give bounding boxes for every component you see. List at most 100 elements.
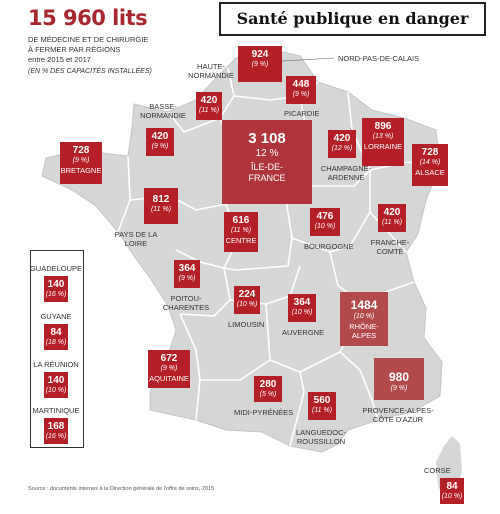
region-box-bourgogne: 476 (10 %) <box>310 208 340 236</box>
region-label-franche-comte: Franche-Comté <box>370 238 410 256</box>
region-label-nord-pas-de-calais: Nord-Pas-de-Calais <box>338 54 420 63</box>
region-name: Aquitaine <box>149 374 189 383</box>
region-value: 3 108 <box>248 130 286 147</box>
region-label-midi-pyrenees: Midi-Pyrénées <box>234 408 294 417</box>
region-label-basse-normandie: Basse-Normandie <box>140 102 186 120</box>
region-pct: (11 %) <box>198 107 220 114</box>
region-label-poitou-charentes: Poitou-Charentes <box>162 294 210 312</box>
region-value: 420 <box>151 131 169 142</box>
overseas-pct: (18 %) <box>45 339 67 346</box>
region-pct: (9 %) <box>72 157 90 164</box>
region-box-nord-pas-de-calais: 924 (9 %) <box>238 46 282 82</box>
region-box-franche-comte: 420 (11 %) <box>378 204 406 232</box>
region-value: 420 <box>383 207 401 218</box>
region-pct: (14 %) <box>419 159 441 166</box>
overseas-label-la-reunion: La Réunion <box>33 360 79 369</box>
overseas-value: 140 <box>47 375 65 386</box>
overseas-pct: (16 %) <box>45 291 67 298</box>
overseas-box-martinique: 168 (16 %) <box>44 418 68 444</box>
region-box-midi-pyrenees: 280 (5 %) <box>254 376 282 402</box>
overseas-value: 84 <box>50 327 62 338</box>
region-label-languedoc-roussillon: Languedoc-Roussillon <box>295 428 346 446</box>
region-pct: (11 %) <box>230 227 252 234</box>
region-pct: (10 %) <box>441 493 463 500</box>
region-value: 364 <box>293 297 311 308</box>
region-label-provence-alpes-cote-d-azur: Provence-Alpes-Côte d'Azur <box>362 406 434 424</box>
region-box-provence-alpes-cote-d-azur: 980 (9 %) <box>374 358 424 400</box>
region-name: Alsace <box>415 168 445 177</box>
region-value: 84 <box>446 481 458 492</box>
region-pct: (9 %) <box>390 385 408 392</box>
region-box-ile-de-france: 3 108 12 % Île-de-France <box>222 120 312 204</box>
region-pct: (10 %) <box>353 313 375 320</box>
region-box-corse: 84 (10 %) <box>440 478 464 504</box>
region-value: 224 <box>238 289 256 300</box>
region-box-lorraine: 896 (13 %) Lorraine <box>362 118 404 166</box>
headline-note: (en % des capacités installées) <box>28 68 152 75</box>
region-pct: (10 %) <box>291 309 313 316</box>
region-box-bretagne: 728 (9 %) Bretagne <box>60 142 102 184</box>
region-pct: (12 %) <box>331 145 353 152</box>
region-pct: (10 %) <box>314 223 336 230</box>
region-pct: (11 %) <box>150 206 172 213</box>
region-pct: (5 %) <box>259 391 277 398</box>
region-name: Lorraine <box>363 142 403 151</box>
region-value: 280 <box>259 379 277 390</box>
region-value: 448 <box>292 79 310 90</box>
region-value: 560 <box>313 395 331 406</box>
region-box-rhone-alpes: 1484 (10 %) Rhône-Alpes <box>340 292 388 346</box>
overseas-label-guyane: Guyane <box>40 312 72 321</box>
region-box-poitou-charentes: 364 (9 %) <box>174 260 200 288</box>
region-value: 420 <box>333 133 351 144</box>
overseas-label-martinique: Martinique <box>32 406 80 415</box>
region-box-centre: 616 (11 %) Centre <box>224 212 258 252</box>
region-box-aquitaine: 672 (9 %) Aquitaine <box>148 350 190 388</box>
region-box-pays-de-la-loire: 812 (11 %) <box>144 188 178 224</box>
region-value: 420 <box>200 95 218 106</box>
overseas-box-guadeloupe: 140 (16 %) <box>44 276 68 302</box>
overseas-label-guadeloupe: Guadeloupe <box>29 264 83 273</box>
overseas-pct: (10 %) <box>45 387 67 394</box>
region-label-champagne-ardenne: Champagne-Ardenne <box>320 164 372 182</box>
region-box-picardie: 448 (9 %) <box>286 76 316 104</box>
region-box-basse-normandie: 420 (9 %) <box>146 128 174 156</box>
region-box-alsace: 728 (14 %) Alsace <box>412 144 448 186</box>
overseas-pct: (16 %) <box>45 433 67 440</box>
headline-total: 15 960 lits <box>28 6 148 30</box>
region-pct: (9 %) <box>292 91 310 98</box>
region-value: 476 <box>316 211 334 222</box>
region-name: Bretagne <box>60 166 102 175</box>
headline-line-1: de médecine et de chirurgie <box>28 35 149 44</box>
region-label-pays-de-la-loire: Pays de la Loire <box>114 230 158 248</box>
region-value: 812 <box>152 194 170 205</box>
region-pct: (9 %) <box>178 275 196 282</box>
region-label-limousin: Limousin <box>228 320 265 329</box>
region-pct: (13 %) <box>372 133 394 140</box>
region-value: 1484 <box>350 298 378 312</box>
overseas-box-guyane: 84 (18 %) <box>44 324 68 350</box>
region-value: 728 <box>72 145 90 156</box>
region-box-auvergne: 364 (10 %) <box>288 294 316 322</box>
region-value: 896 <box>374 121 392 132</box>
source-note: Source : documents internes à la Directi… <box>28 486 215 492</box>
overseas-box-la-reunion: 140 (10 %) <box>44 372 68 398</box>
region-box-languedoc-roussillon: 560 (11 %) <box>308 392 336 420</box>
overseas-value: 168 <box>47 421 65 432</box>
region-name: Centre <box>225 236 257 245</box>
region-pct: (9 %) <box>151 143 169 150</box>
region-name: Île-de-France <box>248 162 286 183</box>
overseas-value: 140 <box>47 279 65 290</box>
region-pct: (11 %) <box>381 219 403 226</box>
region-label-haute-normandie: Haute-Normandie <box>188 62 234 80</box>
region-value: 980 <box>388 370 410 384</box>
region-label-bourgogne: Bourgogne <box>304 242 354 251</box>
region-label-auvergne: Auvergne <box>282 328 325 337</box>
region-pct: 12 % <box>255 148 279 159</box>
region-pct: (9 %) <box>251 61 269 68</box>
region-value: 364 <box>178 263 196 274</box>
region-pct: (9 %) <box>160 365 178 372</box>
region-label-picardie: Picardie <box>284 109 320 118</box>
region-value: 616 <box>232 215 250 226</box>
region-value: 672 <box>160 353 178 364</box>
region-box-limousin: 224 (10 %) <box>234 286 260 314</box>
